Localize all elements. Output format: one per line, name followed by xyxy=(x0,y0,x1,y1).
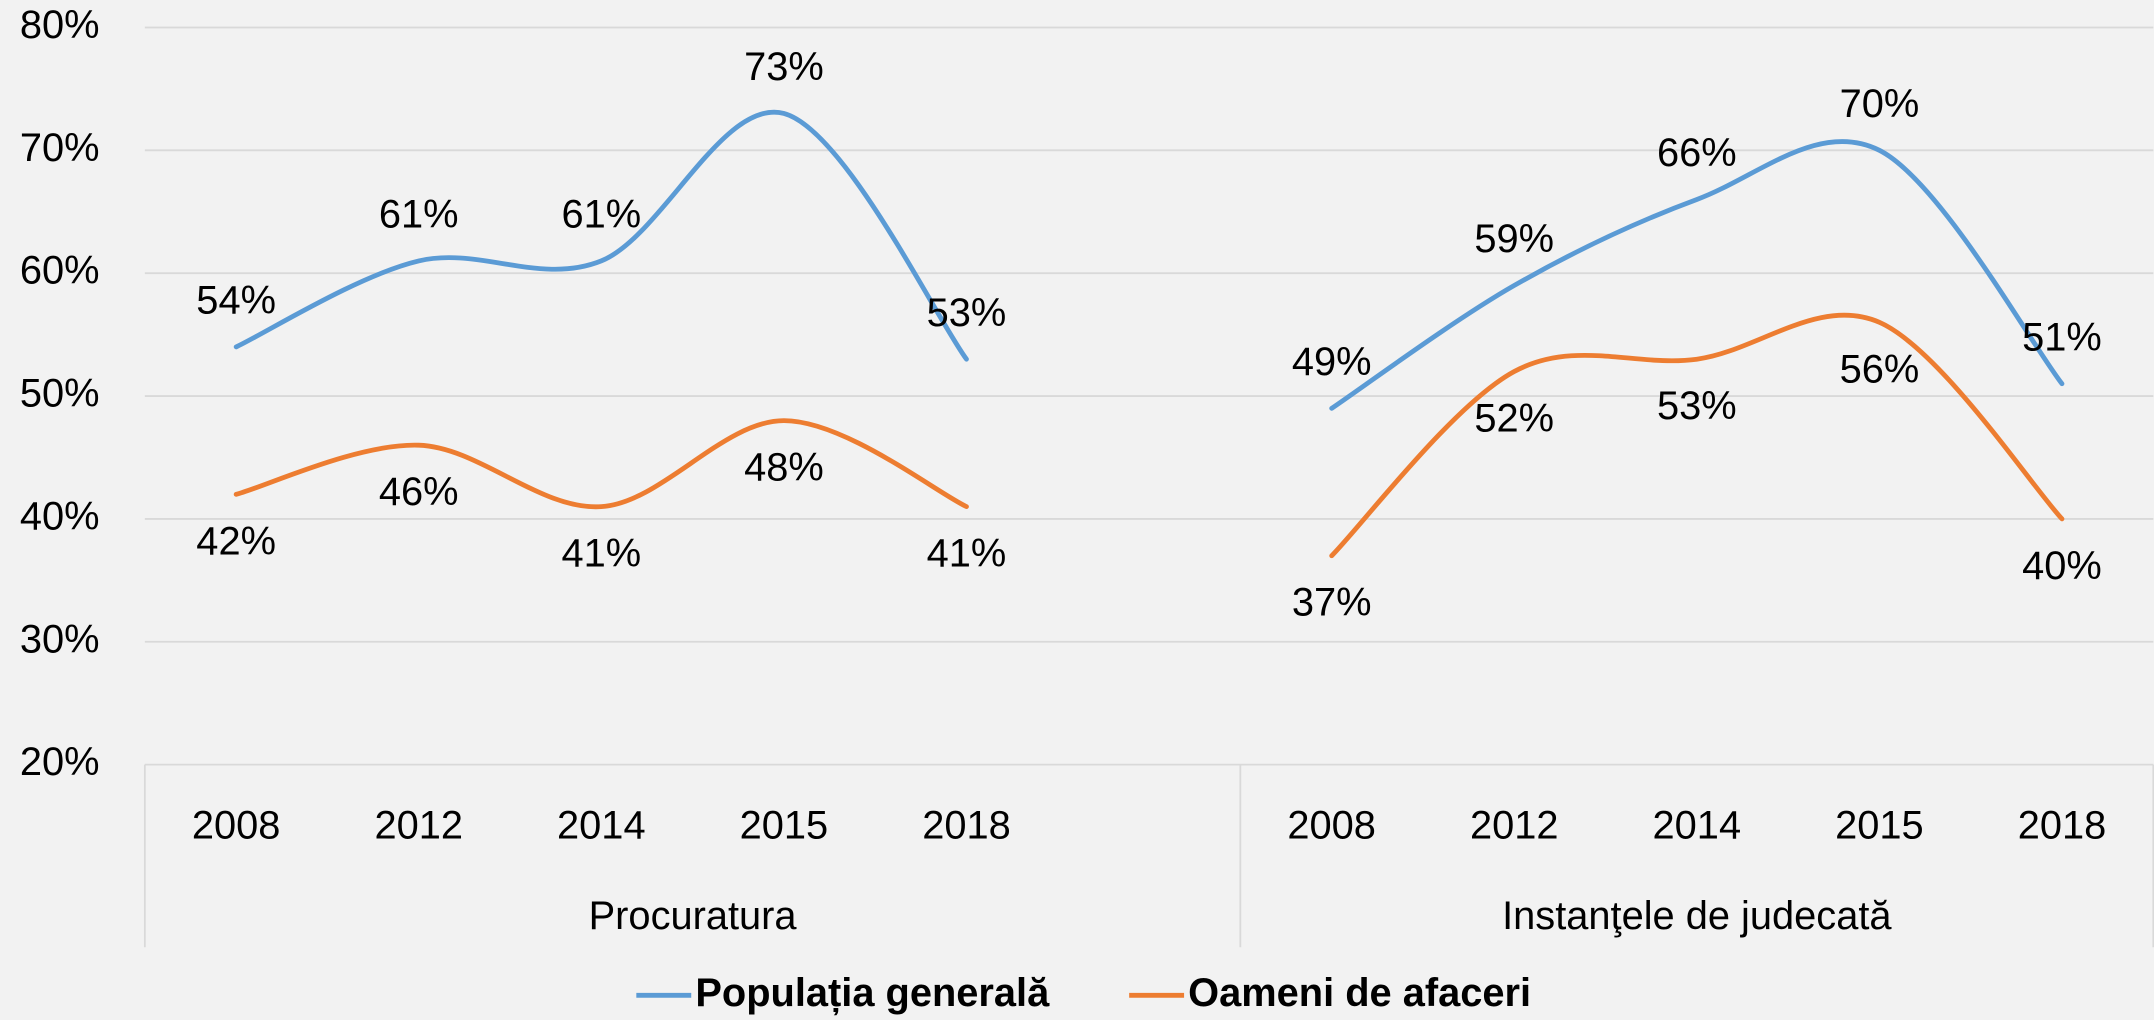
data-label: 40% xyxy=(2022,544,2102,588)
x-tick-label: 2012 xyxy=(374,803,463,847)
data-label: 37% xyxy=(1292,581,1372,625)
x-tick-label: 2014 xyxy=(557,803,646,847)
data-label: 66% xyxy=(1657,131,1737,175)
group-label: Procuratura xyxy=(589,894,798,938)
x-tick-label: 2018 xyxy=(922,803,1011,847)
data-label: 53% xyxy=(927,291,1007,335)
data-label: 70% xyxy=(1840,82,1920,126)
x-tick-label: 2008 xyxy=(1287,803,1376,847)
y-tick-label: 50% xyxy=(20,372,100,416)
data-label: 73% xyxy=(744,45,824,89)
data-label: 61% xyxy=(379,192,459,236)
x-tick-label: 2008 xyxy=(192,803,281,847)
x-tick-label: 2014 xyxy=(1653,803,1742,847)
y-tick-label: 30% xyxy=(20,617,100,661)
y-tick-label: 20% xyxy=(20,740,100,784)
x-tick-label: 2015 xyxy=(740,803,829,847)
y-tick-label: 70% xyxy=(20,126,100,170)
y-tick-label: 40% xyxy=(20,494,100,538)
series-line xyxy=(233,418,969,510)
legend-text: Oameni de afaceri xyxy=(1188,971,1531,1015)
group-label: Instanţele de judecată xyxy=(1502,894,1892,938)
data-label: 51% xyxy=(2022,315,2102,359)
series-line xyxy=(1329,139,2065,411)
data-label: 42% xyxy=(196,519,276,563)
data-label: 46% xyxy=(379,470,459,514)
data-label: 56% xyxy=(1840,347,1920,391)
data-label: 54% xyxy=(196,278,276,322)
data-label: 49% xyxy=(1292,340,1372,384)
legend-text: Populația generală xyxy=(695,971,1050,1015)
data-label: 61% xyxy=(561,192,641,236)
x-tick-label: 2012 xyxy=(1470,803,1559,847)
series-line xyxy=(233,109,969,362)
data-label: 52% xyxy=(1474,396,1554,440)
data-label: 41% xyxy=(927,532,1007,576)
series-line xyxy=(1329,312,2065,559)
y-tick-label: 60% xyxy=(20,249,100,293)
data-label: 59% xyxy=(1474,217,1554,261)
y-tick-label: 80% xyxy=(20,3,100,47)
data-label: 48% xyxy=(744,446,824,490)
x-tick-label: 2018 xyxy=(2018,803,2107,847)
data-label: 41% xyxy=(561,532,641,576)
data-label: 53% xyxy=(1657,384,1737,428)
x-tick-label: 2015 xyxy=(1835,803,1924,847)
